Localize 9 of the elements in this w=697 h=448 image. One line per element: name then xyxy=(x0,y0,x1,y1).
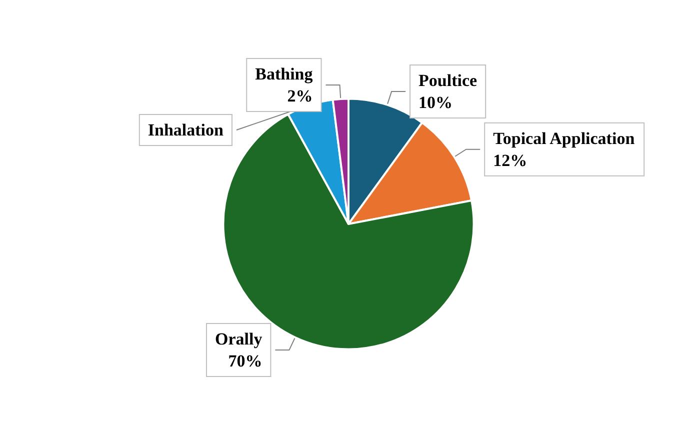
data-label: 12% xyxy=(493,150,528,170)
slice-label: Bathing xyxy=(255,64,314,84)
slice-label: Poultice xyxy=(418,71,478,90)
data-label: 10% xyxy=(418,93,453,112)
data-label: 2% xyxy=(287,86,313,106)
slice-label: Topical Application xyxy=(493,128,636,148)
slice-label: Inhalation xyxy=(148,120,224,140)
slice-label: Orally xyxy=(214,330,263,349)
data-label: 70% xyxy=(228,352,262,371)
